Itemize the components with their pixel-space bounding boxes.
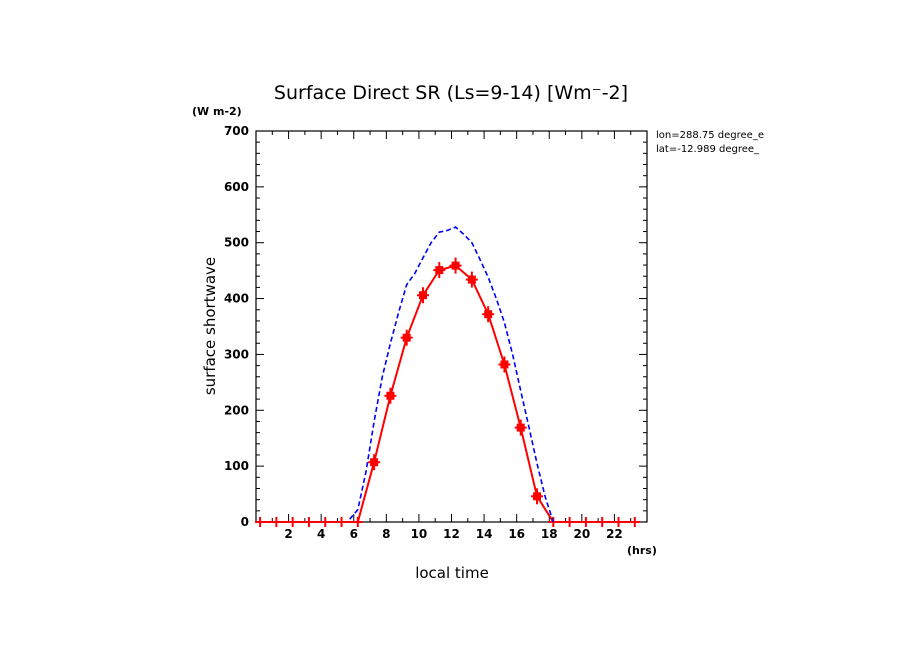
x-unit-label: (hrs) bbox=[627, 544, 657, 557]
y-tick-label: 700 bbox=[224, 124, 249, 138]
x-tick-label: 16 bbox=[508, 527, 525, 541]
annotation-lat: lat=-12.989 degree_ bbox=[656, 144, 760, 155]
chart-title: Surface Direct SR (Ls=9-14) [Wm⁻-2] bbox=[274, 82, 628, 104]
annotation-lon: lon=288.75 degree_e bbox=[656, 130, 764, 141]
y-tick-label: 400 bbox=[224, 292, 249, 306]
x-tick-label: 22 bbox=[606, 527, 623, 541]
x-tick-label: 2 bbox=[284, 527, 292, 541]
x-tick-label: 12 bbox=[443, 527, 460, 541]
x-tick-label: 8 bbox=[382, 527, 390, 541]
y-axis-label: surface shortwave bbox=[201, 257, 219, 395]
y-tick-label: 100 bbox=[224, 459, 249, 473]
x-axis-label: local time bbox=[415, 564, 489, 582]
x-tick-label: 20 bbox=[573, 527, 590, 541]
x-tick-label: 6 bbox=[350, 527, 358, 541]
x-tick-label: 10 bbox=[411, 527, 428, 541]
plot-frame bbox=[255, 130, 648, 523]
series-line-solid bbox=[260, 264, 635, 523]
x-tick-label: 14 bbox=[476, 527, 493, 541]
y-unit-label: (W m-2) bbox=[192, 105, 242, 118]
y-tick-label: 200 bbox=[224, 403, 249, 417]
y-tick-label: 300 bbox=[224, 347, 249, 361]
series-line-dashed bbox=[349, 226, 555, 523]
plot-area: 2 4 6 8 10 12 14 16 18 20 22 0 100 200 300 400 500 600 700 bbox=[224, 124, 648, 541]
x-tick-label: 18 bbox=[541, 527, 558, 541]
y-tick-label: 600 bbox=[224, 180, 249, 194]
y-tick-label: 0 bbox=[241, 515, 249, 529]
y-tick-label: 500 bbox=[224, 236, 249, 250]
x-tick-label: 4 bbox=[317, 527, 325, 541]
annotation-clip bbox=[778, 125, 904, 160]
